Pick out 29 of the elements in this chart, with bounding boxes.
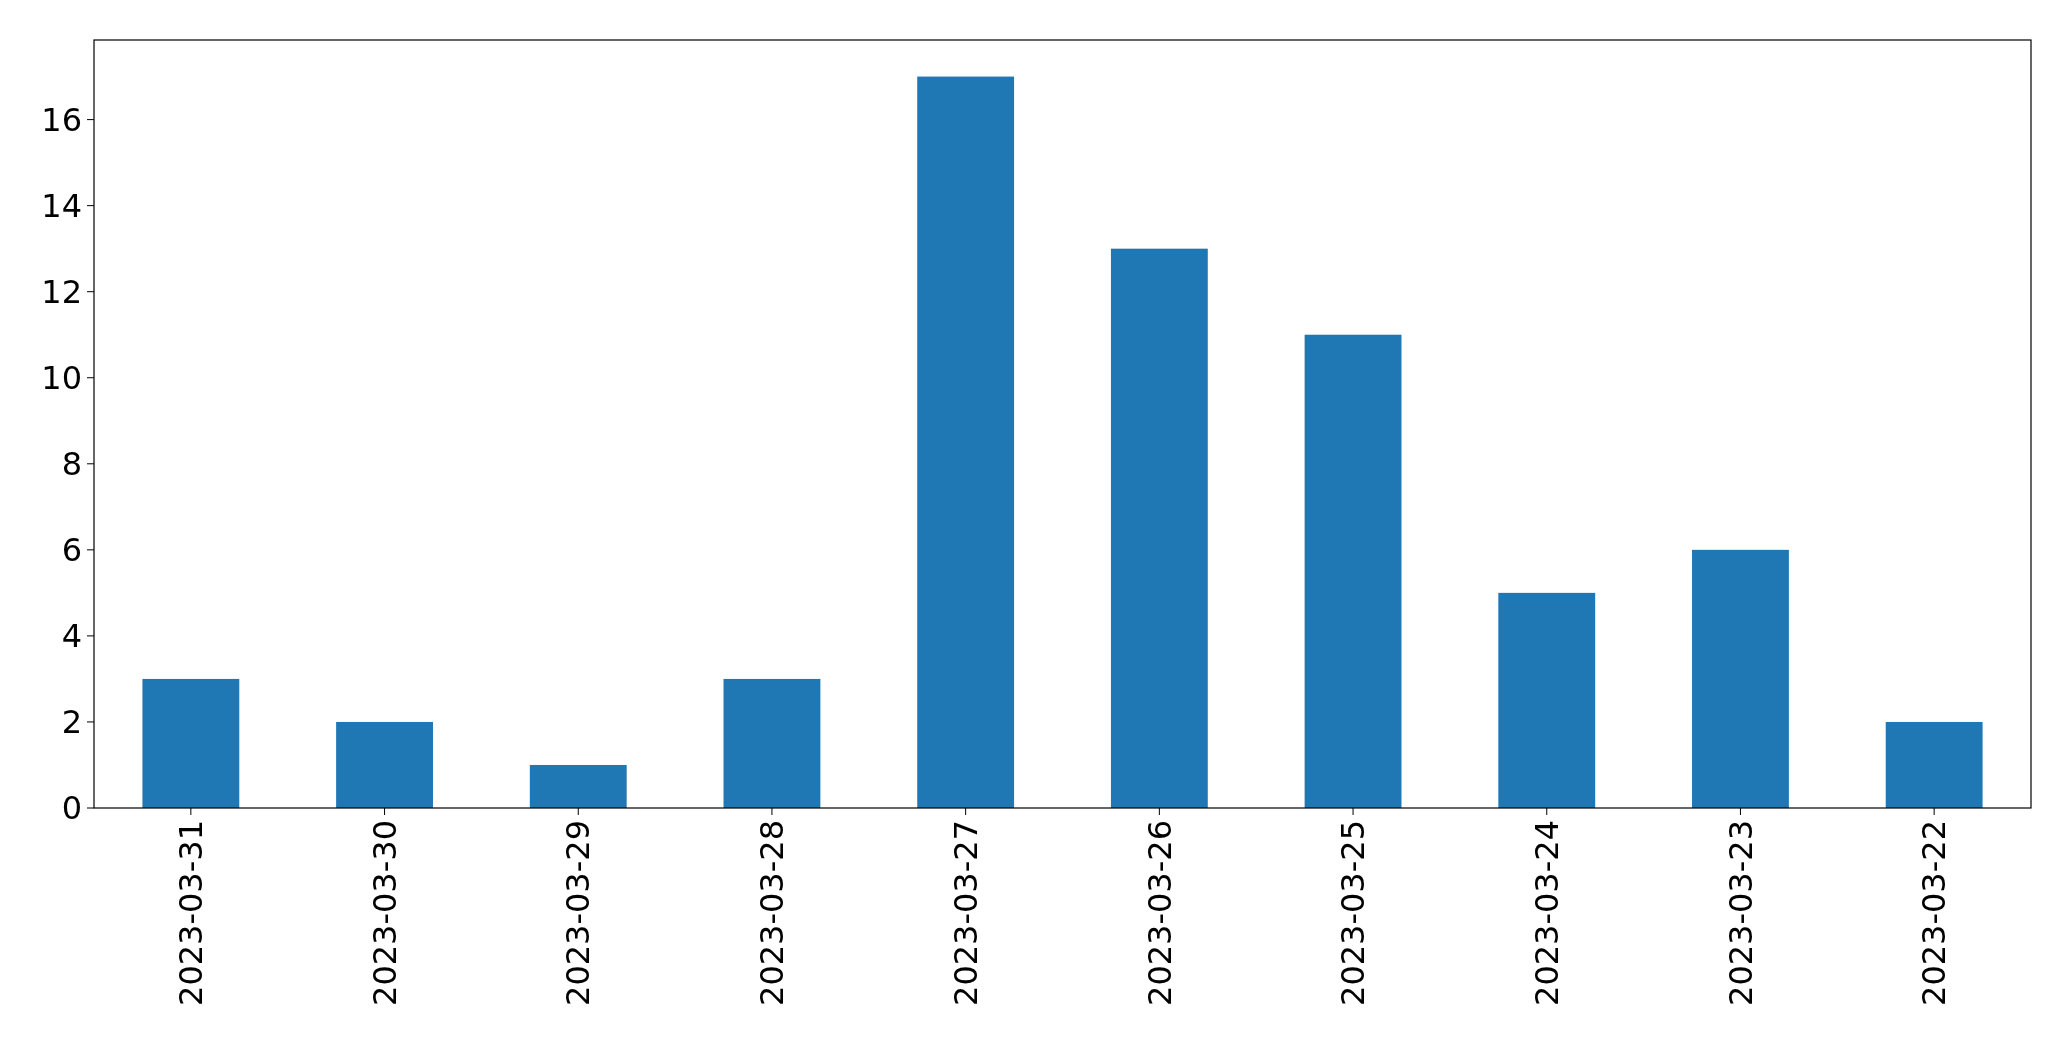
x-tick-label: 2023-03-24: [1527, 820, 1566, 1006]
x-tick-label: 2023-03-31: [172, 820, 211, 1006]
x-tick-label: 2023-03-25: [1334, 820, 1373, 1006]
bar: [1692, 549, 1789, 808]
y-tick-label: 16: [41, 100, 82, 139]
bar: [1304, 334, 1402, 808]
x-tick-label: 2023-03-28: [753, 820, 792, 1006]
bar: [1110, 248, 1208, 808]
y-tick-label: 4: [61, 617, 82, 656]
y-tick-label: 2: [61, 703, 82, 742]
bar: [336, 721, 433, 808]
bar: [142, 678, 240, 808]
y-tick-label: 12: [41, 272, 82, 311]
x-tick-label: 2023-03-29: [559, 820, 598, 1006]
y-tick-label: 14: [41, 186, 82, 225]
x-tick-label: 2023-03-23: [1721, 820, 1760, 1006]
x-tick-label: 2023-03-30: [365, 820, 404, 1006]
bar: [723, 678, 821, 808]
y-tick-label: 10: [41, 358, 82, 397]
y-tick-label: 8: [61, 445, 82, 483]
y-tick-label: 0: [61, 789, 82, 828]
bar: [917, 76, 1015, 808]
x-tick-label: 2023-03-27: [946, 820, 985, 1006]
bar: [529, 764, 627, 808]
bar: [1885, 721, 1983, 808]
bar: [1498, 592, 1596, 808]
x-tick-label: 2023-03-22: [1915, 820, 1954, 1006]
y-tick-label: 6: [61, 531, 82, 570]
x-tick-label: 2023-03-26: [1140, 820, 1179, 1006]
